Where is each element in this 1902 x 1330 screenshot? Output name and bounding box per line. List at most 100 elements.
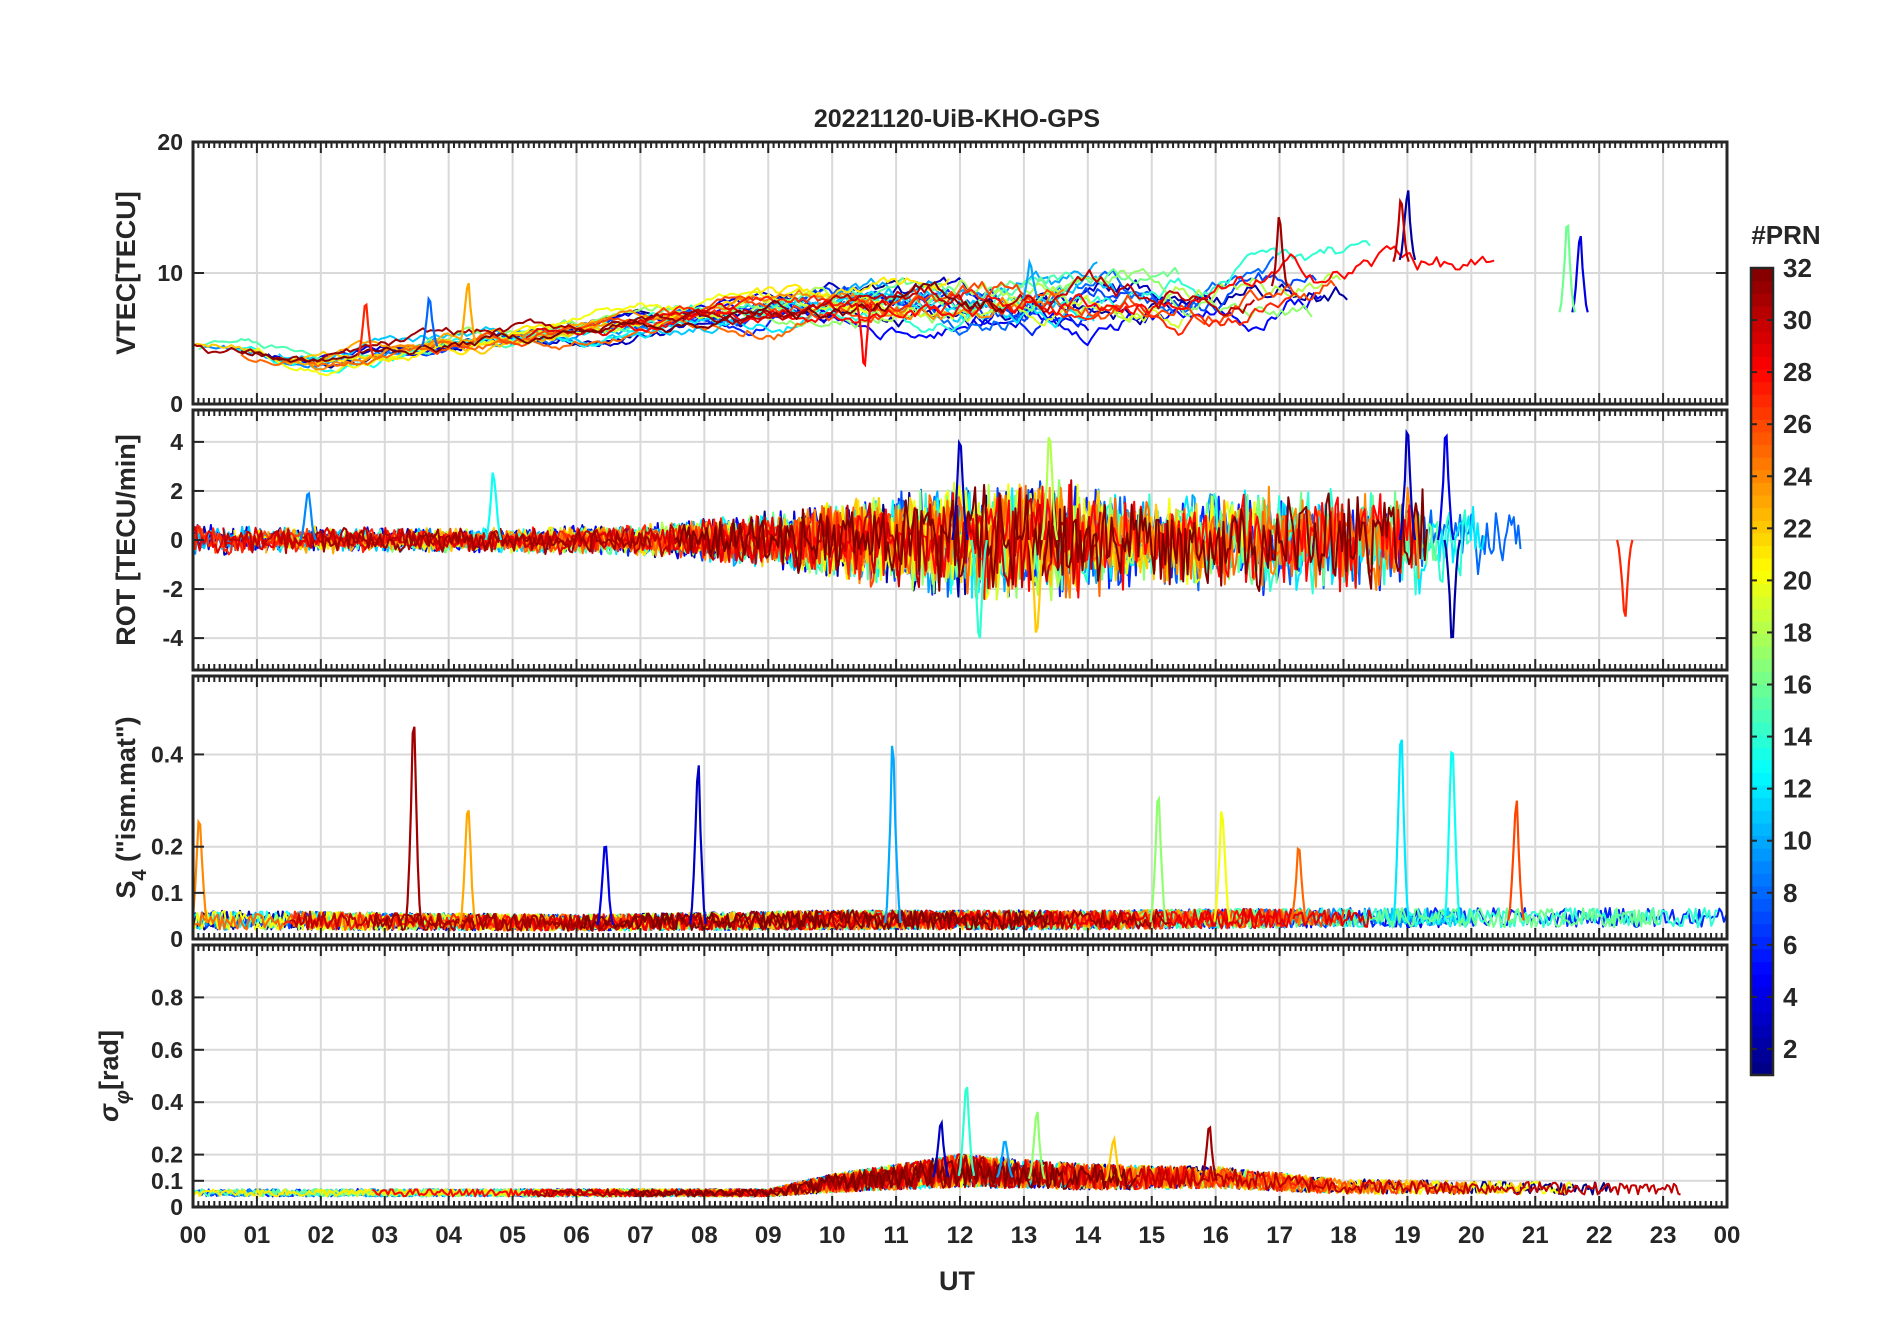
series-line-prn-26	[806, 908, 1345, 931]
colorbar-tick-label: 8	[1783, 878, 1797, 908]
colorbar-segment	[1751, 356, 1773, 370]
colorbar-segment	[1751, 911, 1773, 925]
colorbar-segment	[1751, 331, 1773, 345]
colorbar-segment	[1751, 444, 1773, 458]
x-tick-label: 01	[244, 1222, 271, 1249]
x-tick-label: 18	[1330, 1222, 1357, 1249]
colorbar-segment	[1751, 1011, 1773, 1026]
series-line-prn-24	[781, 908, 1314, 931]
colorbar-segment	[1751, 457, 1773, 471]
colorbar-tick-label: 22	[1783, 513, 1812, 543]
colorbar-segment	[1751, 1037, 1773, 1051]
colorbar-segment	[1751, 709, 1773, 723]
series-line-prn-32	[674, 483, 1428, 593]
chart-title: 20221120-UiB-KHO-GPS	[814, 105, 1100, 133]
x-tick-label: 12	[947, 1222, 974, 1249]
y-tick-label: 20	[157, 129, 183, 155]
colorbar-tick-label: 14	[1783, 722, 1812, 752]
colorbar-frame	[1749, 266, 1775, 1077]
series-traces	[193, 190, 1589, 377]
series-line-prn-31	[311, 527, 652, 556]
colorbar-segment	[1751, 608, 1773, 622]
peak-mark-7	[420, 295, 439, 347]
x-tick-label: 19	[1394, 1222, 1421, 1249]
colorbar-segment	[1751, 986, 1773, 1000]
colorbar-tick-label: 12	[1783, 774, 1812, 804]
peak-mark-9	[1213, 811, 1231, 922]
peak-mark-2	[1392, 197, 1410, 263]
colorbar-segment	[1751, 734, 1773, 748]
colorbar-segment	[1751, 1024, 1773, 1038]
colorbar-segment	[1751, 532, 1773, 547]
peak-mark-2	[1027, 1111, 1046, 1179]
colorbar-tick-label: 6	[1783, 930, 1797, 960]
peak-mark-6	[459, 282, 477, 343]
y-tick-label: 0	[170, 926, 183, 952]
peak-mark-5	[1558, 224, 1576, 313]
peak-mark-2	[459, 809, 477, 925]
colorbar-segment	[1751, 658, 1773, 673]
colorbar-segment	[1751, 469, 1773, 483]
y-axis-label: ROT [TECU/min]	[111, 434, 141, 645]
peak-mark-8	[356, 302, 375, 357]
peak-mark-10	[299, 491, 317, 541]
peak-mark-11	[596, 845, 614, 926]
y-tick-label: 4	[170, 429, 183, 455]
x-tick-label: 06	[563, 1222, 590, 1249]
colorbar-segment	[1751, 494, 1773, 509]
x-tick-label: 21	[1522, 1222, 1549, 1249]
x-tick-label: 09	[755, 1222, 782, 1249]
colorbar-segment	[1751, 822, 1773, 837]
x-tick-label: 07	[627, 1222, 654, 1249]
x-tick-labels: 00 01 02 03 04 05 06 07 08 09 10 11 12 13 14 15 16 17 18 19…	[180, 1222, 1741, 1249]
colorbar-segment	[1751, 885, 1773, 900]
colorbar-segment	[1751, 293, 1773, 307]
y-tick-label: 0.2	[151, 834, 183, 860]
panel-3: 0 0.1 0.2 0.4S4 ("ism.mat")	[111, 674, 1729, 952]
peak-mark-8	[1149, 795, 1167, 923]
colorbar-segment	[1751, 545, 1773, 559]
colorbar-segment	[1751, 394, 1773, 408]
peak-mark-3	[1200, 1125, 1218, 1182]
colorbar-segment	[1751, 406, 1773, 420]
colorbar-segment	[1751, 747, 1773, 761]
peak-mark-4	[932, 1118, 950, 1178]
x-tick-label: 14	[1074, 1222, 1101, 1249]
peak-mark-6	[1437, 433, 1455, 541]
peak-mark-3	[1040, 437, 1059, 541]
colorbar-segment	[1751, 721, 1773, 736]
colorbar-segment	[1751, 419, 1773, 433]
x-axis-label: UT	[939, 1266, 975, 1296]
y-tick-label: 0.4	[151, 741, 183, 767]
y-tick-label: 0.2	[151, 1142, 183, 1168]
x-tick-label: 20	[1458, 1222, 1485, 1249]
colorbar-segment	[1751, 772, 1773, 786]
series-line-prn-17	[421, 268, 1313, 347]
x-tick-label: 08	[691, 1222, 718, 1249]
y-tick-label: -4	[163, 625, 184, 651]
colorbar-segment	[1751, 948, 1773, 963]
peak-mark-4	[884, 745, 902, 924]
peak-mark-7	[1507, 800, 1525, 921]
colorbar-segment	[1751, 558, 1773, 572]
peak-mark-3	[689, 765, 707, 925]
colorbar-segment	[1751, 848, 1773, 862]
peak-mark-4	[1027, 539, 1046, 633]
colorbar-segment	[1751, 343, 1773, 357]
panel-1: 0 10 20 VTEC[TECU]	[111, 129, 1729, 417]
y-tick-label: 0.6	[151, 1037, 183, 1063]
colorbar-segment	[1751, 860, 1773, 874]
series-line-prn-31	[193, 308, 796, 363]
colorbar-segment	[1751, 381, 1773, 395]
colorbar-segment	[1751, 696, 1773, 710]
x-tick-label: 15	[1138, 1222, 1165, 1249]
series-line-prn-27	[633, 288, 1298, 336]
x-tick-label: 11	[883, 1222, 908, 1249]
peak-mark-1	[404, 726, 423, 925]
peak-mark-5	[1104, 1134, 1123, 1182]
y-tick-label: 2	[170, 478, 183, 504]
peak-mark-3	[1270, 216, 1289, 287]
